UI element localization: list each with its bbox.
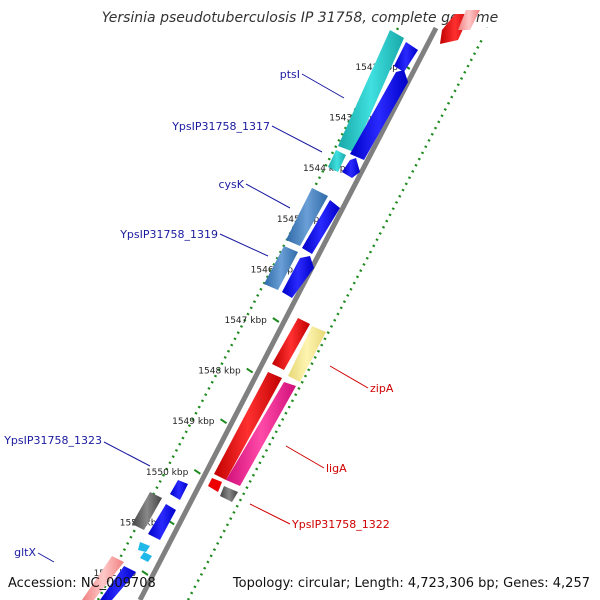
gene-red-2 (214, 372, 282, 480)
tick-mark (141, 570, 149, 576)
label-cysK: cysK (218, 178, 244, 191)
tick-mark (246, 367, 254, 374)
gene-ypsip-1323 (132, 492, 162, 530)
gene-red-arrow (208, 478, 222, 492)
tick-mark (219, 418, 228, 425)
leader-lines (37, 73, 369, 563)
gene-zipA (288, 326, 326, 382)
tick-label: 1552 kbp (94, 569, 137, 579)
tick-label: 1550 kbp (146, 468, 189, 478)
accession-text: Accession: NC_009708 (8, 576, 156, 591)
gene-blue-1 (394, 42, 418, 72)
gene-blue-8 (100, 566, 136, 600)
gene-cysK (286, 188, 328, 246)
gene-blue-4 (302, 200, 340, 254)
gene-cyan-arrow (138, 542, 150, 552)
gene-features (82, 10, 480, 600)
label-zipA: zipA (370, 382, 394, 395)
tick-label: 1549 kbp (172, 417, 215, 427)
gc-gap (480, 28, 494, 40)
gene-ptsI (338, 30, 404, 152)
genome-backbone (137, 26, 439, 600)
tick-mark (193, 468, 201, 475)
gene-cyan-small (328, 150, 346, 172)
label-ypsip-1322: YpsIP31758_1322 (291, 518, 390, 531)
label-ypsip-1319: YpsIP31758_1319 (119, 228, 218, 241)
label-ptsI: ptsI (280, 68, 300, 81)
gene-blue-7 (148, 504, 176, 540)
map-title: Yersinia pseudotuberculosis IP 31758, co… (102, 10, 499, 26)
tick-label: 1547 kbp (224, 316, 267, 326)
tick-label: 1544 kbp (303, 164, 346, 174)
tick-mark (272, 317, 280, 323)
label-ligA: ligA (326, 462, 347, 475)
gene-red-1 (272, 318, 310, 370)
tick-label: 1548 kbp (198, 367, 241, 377)
gene-ypsip-1322 (220, 486, 238, 502)
gene-ypsip-1319 (264, 246, 298, 290)
gene-blue-2 (350, 70, 408, 160)
label-ypsip-1317: YpsIP31758_1317 (171, 120, 270, 133)
gene-ligA (226, 382, 296, 486)
gc-track-inner (96, 27, 400, 600)
gene-top-pale (458, 10, 480, 30)
gene-cyan-arrow-2 (140, 552, 152, 562)
gene-blue-5 (282, 256, 314, 298)
gene-gltX (82, 556, 124, 600)
topology-text: Topology: circular; Length: 4,723,306 bp… (232, 576, 590, 591)
gene-blue-6 (170, 480, 188, 500)
gc-track-outer (186, 27, 490, 600)
label-gltX: gltX (14, 546, 36, 559)
label-ypsip-1323: YpsIP31758_1323 (3, 434, 102, 447)
gene-blue-3 (342, 158, 360, 178)
